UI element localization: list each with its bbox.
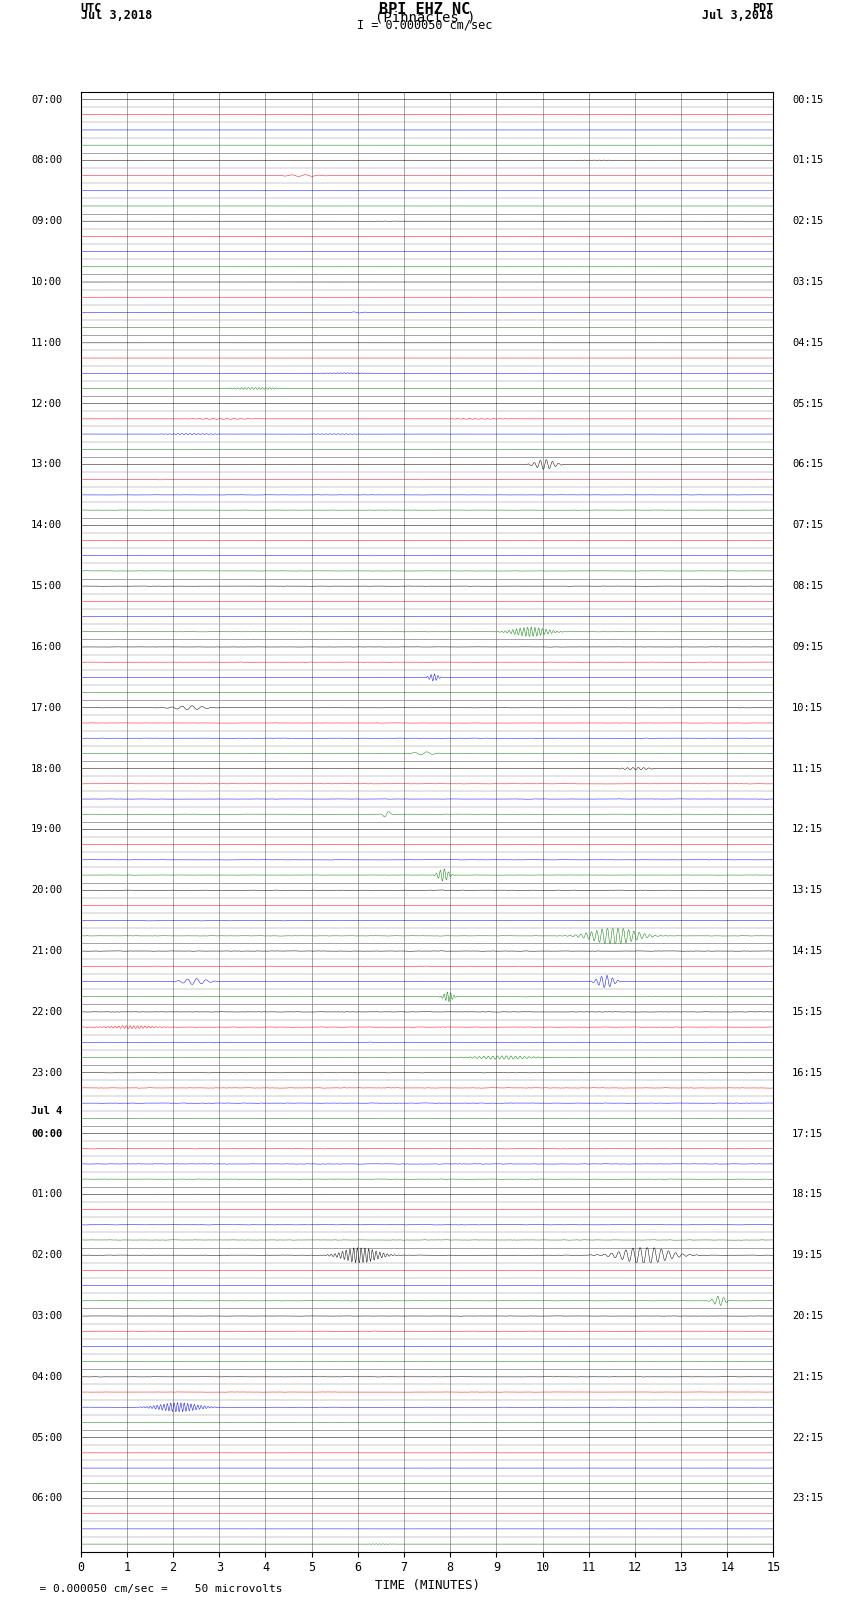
Text: UTC: UTC: [81, 3, 102, 16]
Text: 11:15: 11:15: [792, 763, 823, 774]
Text: 23:15: 23:15: [792, 1494, 823, 1503]
Text: 22:00: 22:00: [31, 1007, 62, 1016]
Text: 07:00: 07:00: [31, 95, 62, 105]
Text: 22:15: 22:15: [792, 1432, 823, 1442]
Text: 12:15: 12:15: [792, 824, 823, 834]
Text: 23:00: 23:00: [31, 1068, 62, 1077]
Text: 08:15: 08:15: [792, 581, 823, 590]
Text: 04:00: 04:00: [31, 1371, 62, 1382]
Text: 13:00: 13:00: [31, 460, 62, 469]
Text: 01:00: 01:00: [31, 1189, 62, 1200]
Text: Jul 3,2018: Jul 3,2018: [702, 10, 774, 23]
Text: 20:15: 20:15: [792, 1311, 823, 1321]
Text: 18:00: 18:00: [31, 763, 62, 774]
Text: 19:15: 19:15: [792, 1250, 823, 1260]
Text: 16:00: 16:00: [31, 642, 62, 652]
Text: 16:15: 16:15: [792, 1068, 823, 1077]
Text: 05:00: 05:00: [31, 1432, 62, 1442]
Text: I = 0.000050 cm/sec: I = 0.000050 cm/sec: [357, 18, 493, 32]
Text: 15:00: 15:00: [31, 581, 62, 590]
Text: 17:15: 17:15: [792, 1129, 823, 1139]
Text: (Pinnacles ): (Pinnacles ): [375, 11, 475, 24]
X-axis label: TIME (MINUTES): TIME (MINUTES): [375, 1579, 479, 1592]
Text: 01:15: 01:15: [792, 155, 823, 166]
Text: 08:00: 08:00: [31, 155, 62, 166]
Text: Jul 4: Jul 4: [31, 1107, 62, 1116]
Text: 04:15: 04:15: [792, 337, 823, 348]
Text: 19:00: 19:00: [31, 824, 62, 834]
Text: 15:15: 15:15: [792, 1007, 823, 1016]
Text: 09:15: 09:15: [792, 642, 823, 652]
Text: 12:00: 12:00: [31, 398, 62, 408]
Text: 03:00: 03:00: [31, 1311, 62, 1321]
Text: 13:15: 13:15: [792, 886, 823, 895]
Text: 17:00: 17:00: [31, 703, 62, 713]
Text: = 0.000050 cm/sec =    50 microvolts: = 0.000050 cm/sec = 50 microvolts: [26, 1584, 282, 1594]
Text: 06:15: 06:15: [792, 460, 823, 469]
Text: 09:00: 09:00: [31, 216, 62, 226]
Text: 07:15: 07:15: [792, 521, 823, 531]
Text: 02:15: 02:15: [792, 216, 823, 226]
Text: 05:15: 05:15: [792, 398, 823, 408]
Text: Jul 3,2018: Jul 3,2018: [81, 10, 152, 23]
Text: 20:00: 20:00: [31, 886, 62, 895]
Text: 02:00: 02:00: [31, 1250, 62, 1260]
Text: 14:00: 14:00: [31, 521, 62, 531]
Text: 14:15: 14:15: [792, 947, 823, 957]
Text: 06:00: 06:00: [31, 1494, 62, 1503]
Text: 10:15: 10:15: [792, 703, 823, 713]
Text: 18:15: 18:15: [792, 1189, 823, 1200]
Text: 21:00: 21:00: [31, 947, 62, 957]
Text: 00:00: 00:00: [31, 1129, 62, 1139]
Text: 10:00: 10:00: [31, 277, 62, 287]
Text: 21:15: 21:15: [792, 1371, 823, 1382]
Text: 00:15: 00:15: [792, 95, 823, 105]
Text: 03:15: 03:15: [792, 277, 823, 287]
Text: PDT: PDT: [752, 3, 774, 16]
Text: BPI EHZ NC: BPI EHZ NC: [379, 3, 471, 18]
Text: 11:00: 11:00: [31, 337, 62, 348]
